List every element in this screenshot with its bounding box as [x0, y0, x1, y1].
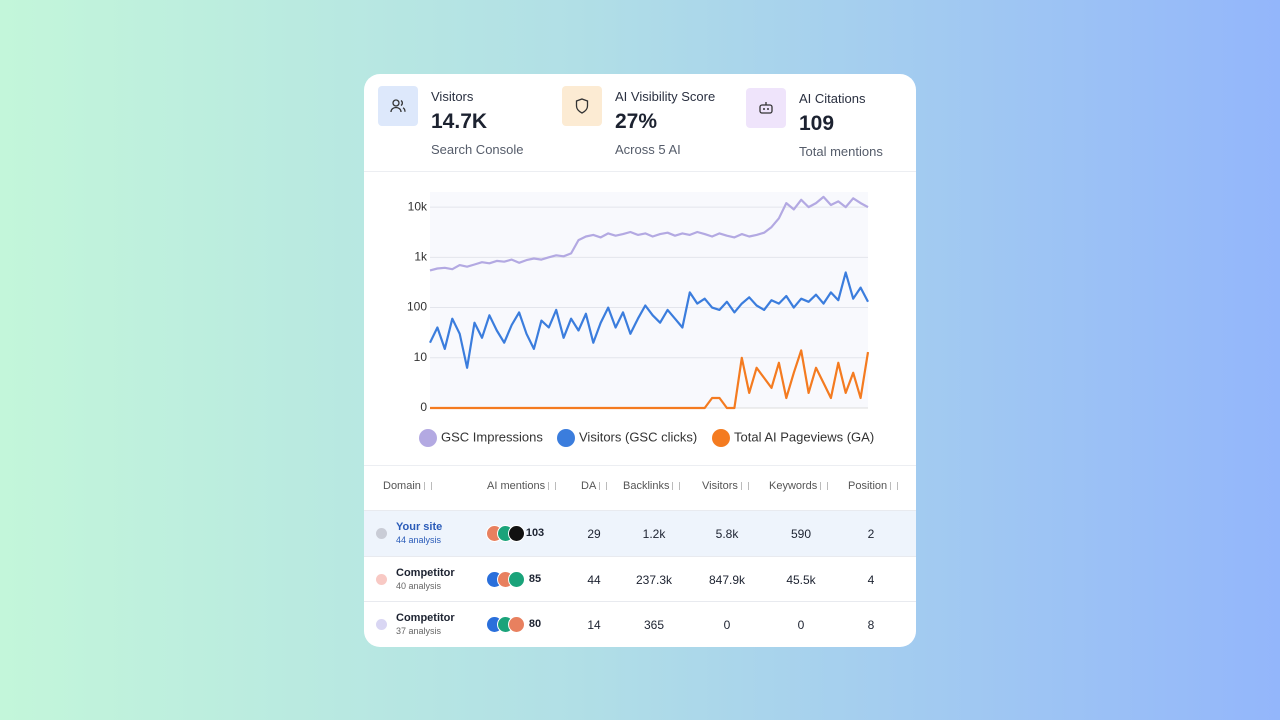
series-line [429, 271, 869, 369]
table-cell: 365 [643, 618, 665, 633]
stat-sub: Across 5 AI [615, 142, 681, 157]
shield-icon [575, 98, 589, 114]
y-tick-label: 100 [407, 300, 427, 314]
column-header: Position [848, 480, 899, 492]
legend-swatch [419, 429, 437, 447]
domain-icon [376, 573, 387, 585]
chart: 0 10 100 1k 10k GSC Impressions Visitors (GSC … [407, 192, 874, 447]
stat-sub: Total mentions [799, 144, 883, 159]
users-icon [390, 99, 406, 113]
column-header: Keywords [769, 480, 829, 492]
column-header: Backlinks [623, 480, 681, 492]
table-cell: 590 [790, 527, 812, 541]
table-cell: 237.3k [635, 572, 673, 587]
column-header-text: DA [581, 480, 597, 492]
sort-icon [599, 482, 608, 491]
series-line [429, 195, 869, 272]
table-cell: 1.2k [642, 527, 666, 541]
mentions-count: 80 [528, 618, 542, 631]
table-cell: 4 [867, 572, 875, 587]
y-tick-label: 1k [414, 250, 428, 264]
legend-label: Total AI Pageviews (GA) [734, 429, 874, 444]
series-line [430, 349, 870, 410]
domain-analysis: 37 analysis [396, 626, 442, 637]
sort-icon [890, 482, 899, 491]
table-cell: 0 [797, 618, 805, 633]
stat-sub: Search Console [431, 142, 524, 157]
column-header-text: Domain [383, 480, 421, 492]
table-cell: 5.8k [715, 527, 739, 541]
icon [746, 88, 786, 128]
table-cell: 847.9k [708, 572, 746, 587]
table-cell: 8 [867, 618, 875, 633]
bot-icon [759, 102, 773, 114]
domain-icon [376, 619, 387, 631]
ai-avatar [508, 525, 525, 542]
sort-icon [548, 482, 557, 491]
column-header-text: AI mentions [487, 480, 546, 492]
ai-avatar [508, 570, 525, 588]
divider [364, 171, 916, 172]
stat-value: 14.7K [431, 110, 488, 133]
table-cell: 0 [723, 618, 731, 633]
stat-value: 109 [799, 112, 835, 135]
sort-icon [423, 482, 432, 491]
table-row: Competitor 40 analysis 85 44 237.3k 847.9k 45.… [364, 555, 916, 602]
table-row: Competitor 37 analysis 80 14 365 0 0 8 [364, 601, 916, 647]
domain-analysis: 40 analysis [396, 580, 442, 591]
y-tick-label: 10 [414, 350, 428, 364]
legend-label: GSC Impressions [441, 429, 543, 444]
table-cell: 44 [587, 572, 601, 587]
table-cell: 14 [587, 618, 601, 633]
domain-name: Competitor [396, 566, 455, 579]
dashboard-card: Visitors 14.7K Search Console AI Visibil… [364, 74, 916, 647]
table-cell: 29 [587, 527, 601, 541]
table-cell: 45.5k [786, 572, 816, 587]
column-header: Visitors [702, 480, 749, 492]
y-tick-label: 10k [408, 199, 428, 213]
column-header: DA [581, 480, 608, 492]
domain-name: Your site [396, 521, 443, 533]
stat-label: AI Visibility Score [615, 89, 716, 104]
sort-icon [820, 482, 829, 491]
stat-label: AI Citations [799, 91, 866, 106]
column-header-text: Backlinks [623, 480, 670, 492]
mentions-count: 85 [528, 572, 542, 585]
column-header: AI mentions [487, 480, 557, 492]
stat-label: Visitors [431, 89, 474, 104]
table-cell: 2 [867, 527, 875, 541]
domain-analysis: 44 analysis [396, 535, 442, 545]
legend-swatch [712, 429, 730, 447]
legend-swatch [557, 429, 575, 447]
sort-icon [672, 482, 681, 491]
icon [562, 86, 602, 126]
column-header-text: Visitors [702, 480, 738, 492]
y-tick-label: 0 [420, 400, 427, 414]
legend-label: Visitors (GSC clicks) [579, 429, 697, 444]
domain-name: Competitor [396, 612, 455, 625]
column-header-text: Position [848, 480, 888, 492]
sort-icon [740, 482, 749, 491]
table-row: Your site 44 analysis 103 29 1.2k 5.8k 590 2 [364, 510, 916, 556]
mentions-count: 103 [525, 527, 545, 539]
icon [378, 86, 418, 126]
column-header: Domain [383, 480, 432, 492]
stat-value: 27% [615, 110, 658, 133]
divider [364, 465, 916, 466]
domain-icon [376, 528, 387, 539]
ai-avatar [508, 616, 525, 634]
column-header-text: Keywords [769, 480, 818, 492]
